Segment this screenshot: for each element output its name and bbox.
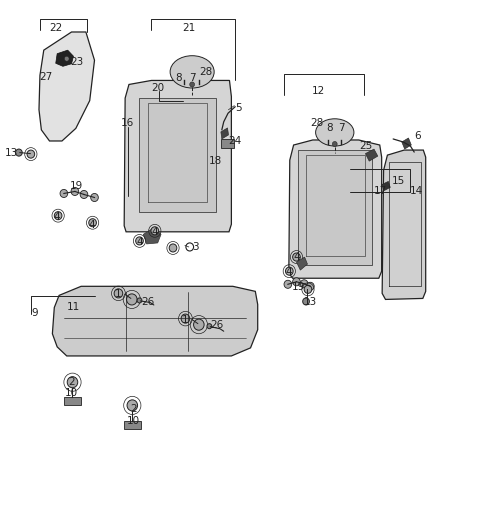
Text: 23: 23 (71, 57, 84, 67)
Text: 26: 26 (210, 319, 224, 329)
Text: 7: 7 (338, 123, 345, 133)
Text: 13: 13 (304, 297, 317, 307)
Circle shape (137, 298, 142, 304)
Text: 9: 9 (32, 307, 38, 317)
Polygon shape (365, 150, 378, 162)
Circle shape (190, 83, 194, 88)
Text: 28: 28 (310, 118, 323, 128)
Polygon shape (402, 139, 411, 150)
Bar (64, 397, 81, 406)
Circle shape (127, 294, 137, 306)
Polygon shape (56, 51, 73, 67)
Text: 1: 1 (115, 289, 121, 299)
Text: 21: 21 (182, 23, 195, 33)
Circle shape (307, 283, 314, 291)
Circle shape (293, 278, 300, 286)
Text: 4: 4 (286, 267, 292, 277)
Text: 19: 19 (70, 181, 83, 191)
Bar (124, 421, 141, 429)
Circle shape (127, 400, 138, 411)
Text: 6: 6 (415, 131, 421, 141)
Text: 13: 13 (5, 148, 18, 158)
Polygon shape (299, 151, 372, 265)
Circle shape (89, 219, 96, 227)
Polygon shape (124, 81, 231, 232)
Text: 8: 8 (175, 73, 182, 83)
Polygon shape (39, 33, 95, 142)
Text: 15: 15 (392, 176, 406, 186)
Text: 11: 11 (67, 302, 80, 312)
Circle shape (27, 151, 35, 159)
Polygon shape (221, 129, 228, 140)
Polygon shape (297, 258, 308, 271)
Circle shape (300, 280, 308, 288)
Text: 4: 4 (152, 226, 158, 236)
Text: 26: 26 (142, 297, 155, 307)
Circle shape (286, 268, 293, 276)
Polygon shape (289, 141, 382, 279)
Text: 25: 25 (359, 141, 372, 150)
Polygon shape (52, 287, 258, 356)
Polygon shape (382, 182, 390, 191)
Circle shape (332, 142, 337, 147)
Text: 24: 24 (228, 136, 242, 145)
Circle shape (60, 190, 68, 198)
Text: 5: 5 (235, 103, 242, 113)
Text: 2: 2 (68, 376, 75, 386)
Circle shape (15, 150, 22, 157)
Ellipse shape (316, 120, 354, 147)
Polygon shape (382, 151, 426, 300)
Circle shape (207, 324, 212, 329)
Text: 16: 16 (121, 118, 134, 128)
Bar (221, 140, 234, 149)
Text: 22: 22 (49, 23, 62, 33)
Text: 8: 8 (327, 123, 333, 133)
Circle shape (136, 237, 144, 245)
Circle shape (293, 254, 300, 262)
Circle shape (114, 289, 123, 298)
Circle shape (67, 377, 78, 388)
Text: 14: 14 (409, 186, 423, 196)
Text: 10: 10 (65, 387, 78, 397)
Text: 27: 27 (39, 72, 53, 82)
Text: 4: 4 (136, 236, 143, 246)
Text: 18: 18 (208, 156, 222, 166)
Circle shape (91, 194, 98, 202)
Text: 4: 4 (293, 251, 300, 262)
Circle shape (169, 244, 177, 252)
Ellipse shape (170, 57, 214, 89)
Text: 7: 7 (189, 73, 195, 83)
Circle shape (71, 188, 79, 196)
Text: 2: 2 (131, 403, 137, 414)
Circle shape (193, 320, 204, 331)
Text: 20: 20 (151, 83, 164, 93)
Circle shape (181, 315, 190, 324)
Circle shape (151, 227, 158, 235)
Circle shape (54, 212, 62, 220)
Text: 19: 19 (292, 282, 305, 292)
Circle shape (303, 298, 310, 306)
Circle shape (80, 191, 88, 199)
Circle shape (284, 281, 292, 289)
Text: 4: 4 (54, 211, 60, 221)
Text: 4: 4 (88, 219, 95, 229)
Circle shape (64, 57, 69, 62)
Text: 3: 3 (192, 241, 199, 251)
Text: 12: 12 (312, 85, 324, 95)
Circle shape (304, 286, 312, 294)
Text: 10: 10 (127, 415, 140, 425)
Text: 17: 17 (373, 186, 387, 196)
Polygon shape (144, 228, 161, 244)
Text: 1: 1 (181, 314, 188, 324)
Polygon shape (139, 99, 216, 212)
Text: 28: 28 (199, 67, 212, 77)
